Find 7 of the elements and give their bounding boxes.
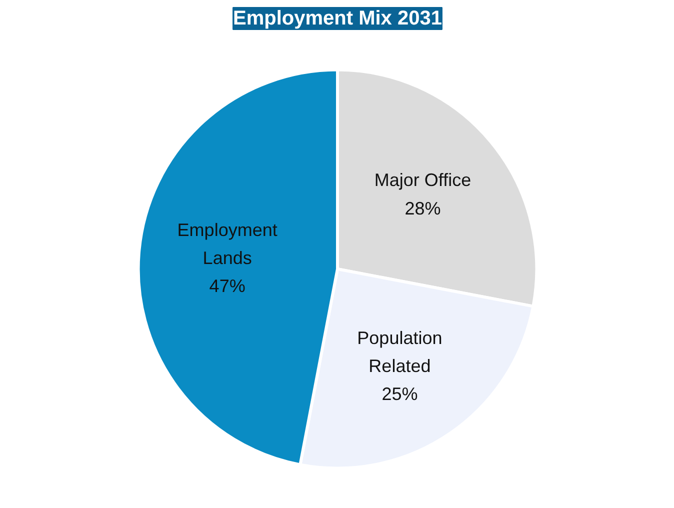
slice-label: Population Related [357, 328, 442, 376]
data-label: 25% [382, 384, 418, 404]
slice-label: Employment Lands [177, 220, 278, 268]
data-label: 47% [209, 276, 246, 296]
data-label: 28% [404, 198, 441, 218]
chart-title: Employment Mix 2031 [233, 8, 442, 30]
slice-label: Major Office [374, 170, 472, 190]
